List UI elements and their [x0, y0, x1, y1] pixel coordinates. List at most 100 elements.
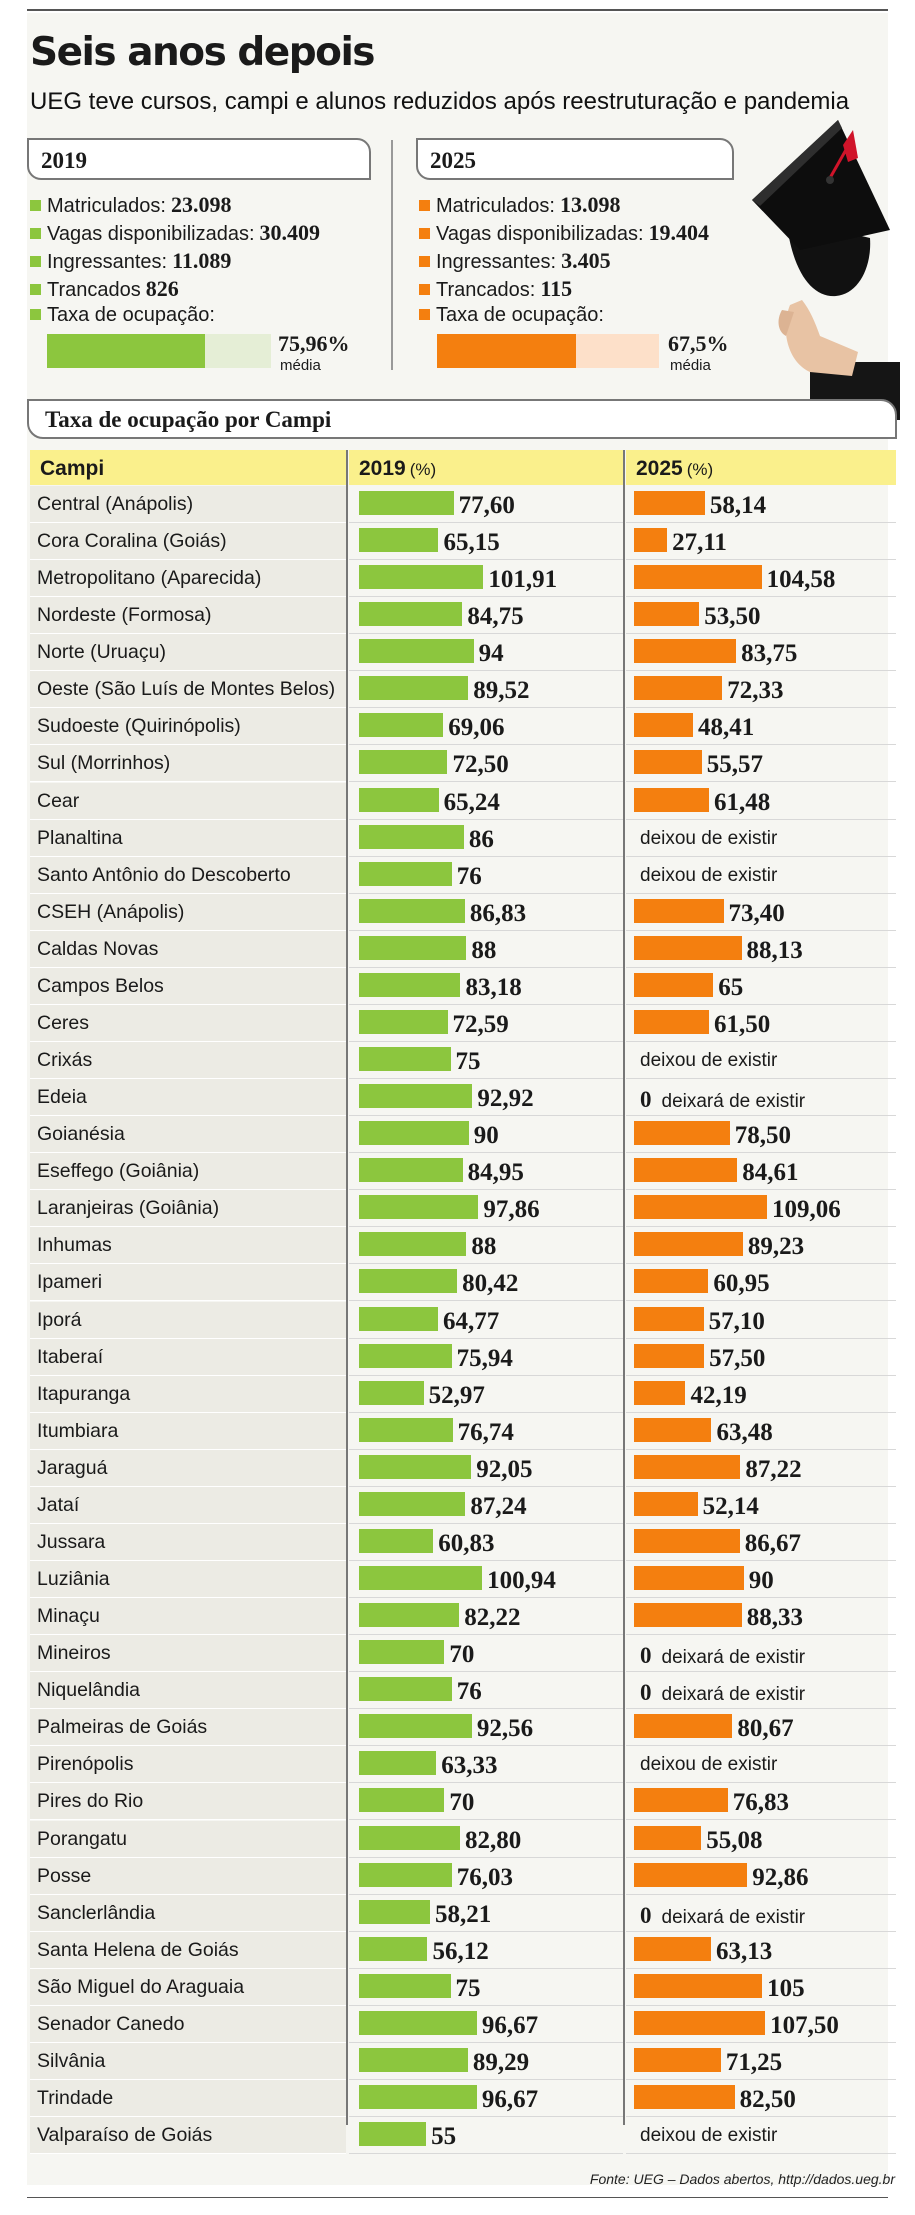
table-row: Central (Anápolis) 77,60 58,14 — [30, 486, 896, 523]
campus-name: Pires do Rio — [30, 1783, 346, 1821]
bar-2019 — [359, 1009, 448, 1034]
cell-2019: 76,03 — [349, 1858, 623, 1895]
value-2025: 78,50 — [734, 1122, 792, 1150]
bar-2025 — [634, 935, 742, 960]
column-divider-2019 — [346, 450, 348, 2125]
status-note: deixará de existir — [661, 1906, 806, 1928]
stat-2025-ingressantes: Ingressantes: 3.405 — [419, 248, 611, 274]
status-note: deixará de existir — [661, 1684, 806, 1706]
table-row: Jaraguá 92,05 87,22 — [30, 1449, 896, 1487]
cell-2019: 55 — [349, 2117, 623, 2155]
campus-name: Ipameri — [30, 1264, 346, 1302]
value-2019: 76 — [456, 1678, 482, 1706]
table-row: Trindade 96,67 82,50 — [30, 2080, 896, 2117]
campus-name: Jaraguá — [30, 1449, 346, 1487]
bottom-rule — [27, 2197, 888, 2198]
table-row: Caldas Novas 88 88,13 — [30, 930, 896, 968]
cell-2019: 65,24 — [349, 783, 623, 820]
bar-2019 — [359, 1788, 445, 1813]
bar-2019 — [359, 787, 439, 812]
cell-2025: 92,86 — [626, 1858, 896, 1895]
cell-2025: 53,50 — [626, 597, 896, 635]
value-2019: 76,74 — [457, 1418, 514, 1446]
value-2019: 88 — [471, 936, 497, 964]
cell-2025: 55,08 — [626, 1821, 896, 1858]
value-2025: 27,11 — [672, 529, 727, 557]
campus-name: Goianésia — [30, 1116, 346, 1154]
bar-2019 — [359, 528, 439, 553]
table-row: CSEH (Anápolis) 86,83 73,40 — [30, 893, 896, 931]
bar-2025 — [634, 1158, 738, 1183]
value-2019: 64,77 — [443, 1307, 500, 1335]
stat-2019-vagas: Vagas disponibilizadas: 30.409 — [30, 220, 320, 246]
campus-name: Ceres — [30, 1004, 346, 1042]
bar-2019 — [359, 676, 469, 701]
value-2019: 94 — [478, 640, 504, 668]
value-2025: 65 — [718, 973, 744, 1001]
campus-name: Sudoeste (Quirinópolis) — [30, 708, 346, 746]
campus-name: Nordeste (Formosa) — [30, 597, 346, 635]
cell-2025: 57,10 — [626, 1302, 896, 1339]
table-row: Senador Canedo 96,67 107,50 — [30, 2005, 896, 2043]
value-2025: 83,75 — [741, 640, 798, 668]
value-2019: 58,21 — [435, 1900, 492, 1928]
campus-name: Pirenópolis — [30, 1746, 346, 1784]
value-2019: 60,83 — [438, 1529, 495, 1557]
campus-name: Senador Canedo — [30, 2005, 346, 2043]
status-note: deixará de existir — [661, 1647, 806, 1669]
value-2025: 60,95 — [713, 1270, 770, 1298]
cell-2025: 83,75 — [626, 634, 896, 672]
year-2019-label: 2019 — [41, 148, 87, 173]
cell-2025: 60,95 — [626, 1264, 896, 1302]
value-2019: 89,29 — [472, 2048, 530, 2076]
status-note-wrap: 0 deixará de existir — [640, 1087, 805, 1113]
bar-2025 — [634, 2010, 766, 2035]
value-2025: 42,19 — [690, 1381, 747, 1409]
green-square-icon — [30, 200, 41, 211]
bar-2025 — [634, 2085, 735, 2109]
campus-name: Minaçu — [30, 1598, 346, 1636]
section-title-box: Taxa de ocupação por Campi — [27, 399, 897, 439]
table-row: Niquelândia 76 0 deixará de existir — [30, 1672, 896, 1710]
bar-2025 — [634, 972, 714, 997]
status-note: deixou de existir — [640, 1050, 778, 1072]
status-note-wrap: 0 deixará de existir — [640, 1680, 805, 1706]
cell-2019: 65,15 — [349, 523, 623, 561]
bar-2019 — [359, 1158, 463, 1183]
value-2025: 105 — [767, 1974, 805, 2002]
bar-2025 — [634, 639, 737, 664]
table-row: Nordeste (Formosa) 84,75 53,50 — [30, 597, 896, 635]
bar-2025 — [634, 1973, 763, 1998]
rate-2025-fill — [437, 334, 577, 368]
campus-name: Oeste (São Luís de Montes Belos) — [30, 671, 346, 709]
campus-name: CSEH (Anápolis) — [30, 893, 346, 931]
campus-name: Mineiros — [30, 1635, 346, 1673]
bar-2019 — [359, 1640, 445, 1665]
value-2019: 88 — [471, 1233, 497, 1261]
value-2019: 75 — [455, 1974, 481, 2002]
cell-2025: 80,67 — [626, 1709, 896, 1747]
bar-2025 — [634, 898, 724, 923]
table-row: Goianésia 90 78,50 — [30, 1116, 896, 1154]
cell-2025: 0 deixará de existir — [626, 1635, 896, 1673]
value-2025: 80,67 — [737, 1715, 794, 1743]
bar-2019 — [359, 1269, 458, 1294]
value-2025: 0 — [640, 1902, 652, 1928]
bar-2025 — [634, 602, 700, 627]
value-2025: 0 — [640, 1680, 652, 1706]
campus-name: Caldas Novas — [30, 930, 346, 968]
campus-name: Eseffego (Goiânia) — [30, 1153, 346, 1191]
cell-2025: 104,58 — [626, 560, 896, 598]
bar-2019 — [359, 1380, 424, 1405]
value-2019: 65,15 — [443, 529, 500, 557]
status-note: deixou de existir — [640, 2125, 778, 2147]
cell-2019: 76 — [349, 857, 623, 894]
cell-2025: deixou de existir — [626, 1746, 896, 1784]
section-title: Taxa de ocupação por Campi — [45, 407, 332, 432]
value-2019: 100,94 — [487, 1567, 556, 1595]
cell-2025: 48,41 — [626, 708, 896, 746]
table-row: Porangatu 82,80 55,08 — [30, 1820, 896, 1858]
cell-2025: 52,14 — [626, 1487, 896, 1524]
cell-2019: 87,24 — [349, 1487, 623, 1524]
value-2025: 104,58 — [766, 566, 836, 594]
